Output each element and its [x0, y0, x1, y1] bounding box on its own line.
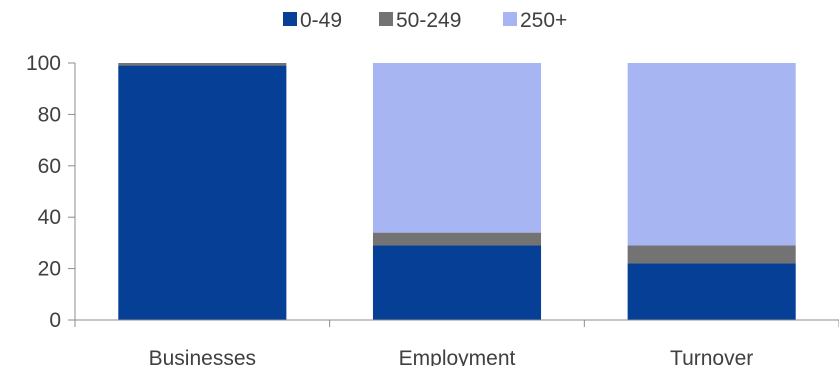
- x-axis-ticks: Businesses Employment Turnover: [74, 320, 839, 366]
- legend-swatch: [503, 12, 517, 26]
- legend-label: 0-49: [300, 9, 342, 32]
- legend-swatch: [379, 12, 393, 26]
- legend-swatch: [283, 12, 297, 26]
- x-category-label: Employment: [399, 347, 516, 366]
- legend-label: 250+: [520, 9, 567, 32]
- bar-segment-50-249: [372, 232, 542, 246]
- y-tick-label: 40: [38, 206, 61, 229]
- chart-axes: [74, 63, 839, 321]
- bar-segment-250-: [627, 63, 796, 246]
- bar-segment-50-249: [118, 63, 287, 66]
- legend-label: 50-249: [396, 9, 461, 32]
- chart-legend: 0-49 50-249 250+: [283, 9, 567, 32]
- y-tick-label: 20: [38, 258, 61, 281]
- y-tick-label: 80: [38, 103, 61, 126]
- x-category-label: Turnover: [670, 347, 753, 366]
- bar-segment-50-249: [627, 245, 796, 264]
- bar-group: [118, 63, 796, 320]
- x-category-label: Businesses: [149, 347, 256, 366]
- y-tick-label: 100: [26, 52, 61, 75]
- bar-segment-250-: [372, 63, 542, 233]
- y-tick-label: 0: [49, 309, 61, 332]
- bar-segment-0-49: [627, 263, 796, 320]
- y-tick-label: 60: [38, 155, 61, 178]
- bar-segment-0-49: [372, 245, 542, 320]
- y-axis-ticks: 0 20 40 60 80 100: [26, 52, 75, 332]
- bar-segment-0-49: [118, 65, 287, 320]
